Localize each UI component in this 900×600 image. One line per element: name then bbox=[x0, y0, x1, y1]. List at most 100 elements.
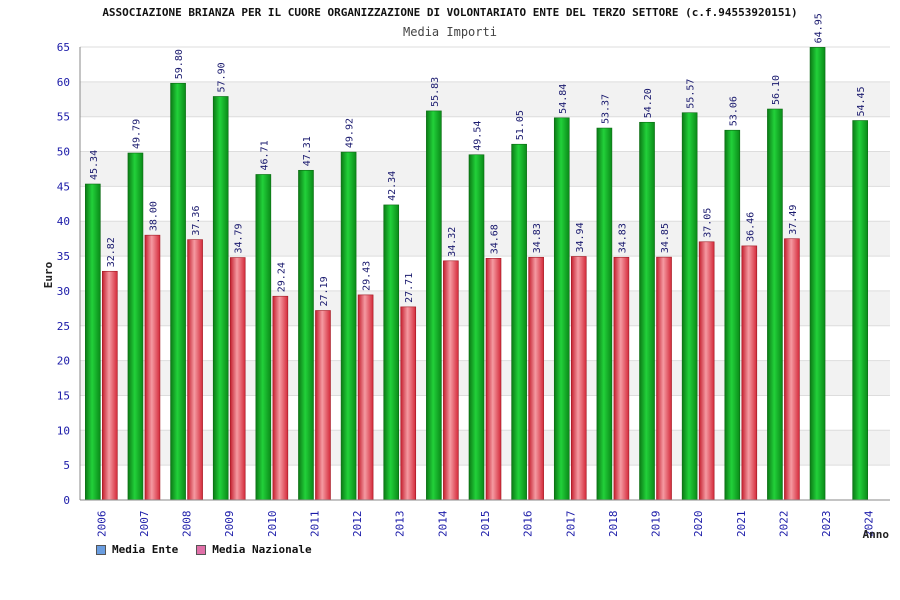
x-tick-label: 2021 bbox=[735, 511, 748, 538]
x-tick-label: 2013 bbox=[394, 511, 407, 538]
data-label: 51.05 bbox=[515, 110, 526, 140]
data-label: 53.06 bbox=[728, 96, 739, 126]
bar-media-nazionale bbox=[272, 295, 289, 501]
x-tick-label: 2022 bbox=[777, 511, 790, 538]
bar-media-ente bbox=[340, 151, 357, 501]
bar-media-nazionale bbox=[102, 270, 118, 501]
bar-media-ente bbox=[298, 169, 314, 501]
y-tick-label: 55 bbox=[57, 111, 70, 124]
data-label: 27.71 bbox=[404, 273, 415, 303]
y-tick-label: 15 bbox=[57, 389, 70, 402]
y-tick-label: 0 bbox=[63, 494, 70, 507]
legend-label-media-ente: Media Ente bbox=[112, 543, 179, 556]
bar-media-ente bbox=[85, 183, 101, 501]
legend-item-media-ente: Media Ente bbox=[96, 543, 178, 556]
chart-title: ASSOCIAZIONE BRIANZA PER IL CUORE ORGANI… bbox=[102, 6, 798, 19]
x-tick-label: 2011 bbox=[308, 511, 321, 538]
data-label: 57.90 bbox=[217, 62, 228, 92]
data-label: 56.10 bbox=[771, 75, 782, 105]
data-label: 54.20 bbox=[643, 88, 654, 118]
data-label: 49.79 bbox=[131, 119, 142, 149]
data-label: 34.85 bbox=[660, 223, 671, 253]
data-label: 38.00 bbox=[148, 201, 159, 231]
data-label: 37.49 bbox=[788, 205, 799, 235]
data-label: 34.79 bbox=[234, 223, 245, 253]
x-tick-label: 2007 bbox=[138, 511, 151, 538]
bar-media-ente bbox=[809, 47, 826, 501]
x-tick-label: 2017 bbox=[564, 511, 577, 538]
data-label: 55.57 bbox=[686, 79, 697, 109]
bar-media-nazionale bbox=[784, 238, 800, 501]
bar-media-nazionale bbox=[570, 256, 587, 501]
bar-media-ente bbox=[212, 96, 229, 501]
data-label: 37.05 bbox=[703, 208, 714, 238]
data-label: 46.71 bbox=[259, 140, 270, 170]
data-label: 49.92 bbox=[345, 118, 356, 148]
data-label: 34.83 bbox=[532, 223, 543, 253]
bar-media-ente bbox=[767, 108, 783, 501]
bar-media-ente bbox=[511, 143, 527, 501]
y-tick-label: 10 bbox=[57, 424, 70, 437]
data-label: 27.19 bbox=[319, 276, 330, 306]
chart-subtitle: Media Importi bbox=[403, 25, 497, 39]
legend-label-media-nazionale: Media Nazionale bbox=[212, 543, 312, 556]
x-tick-label: 2024 bbox=[863, 510, 876, 537]
bar-media-nazionale bbox=[357, 294, 374, 501]
y-tick-label: 35 bbox=[57, 250, 70, 263]
bar-media-nazionale bbox=[443, 260, 459, 501]
bar-media-nazionale bbox=[698, 241, 715, 501]
data-label: 53.37 bbox=[600, 94, 611, 124]
bar-media-nazionale bbox=[315, 310, 331, 501]
bar-media-nazionale bbox=[485, 258, 502, 501]
bar-media-ente bbox=[170, 82, 186, 501]
data-label: 64.95 bbox=[814, 13, 825, 43]
y-tick-label: 25 bbox=[57, 320, 70, 333]
data-label: 59.80 bbox=[174, 49, 185, 79]
x-tick-label: 2010 bbox=[266, 511, 279, 538]
bar-media-nazionale bbox=[741, 245, 758, 501]
data-label: 54.84 bbox=[558, 84, 569, 114]
y-tick-label: 40 bbox=[57, 215, 70, 228]
x-tick-label: 2014 bbox=[436, 510, 449, 537]
legend-swatch-media-nazionale bbox=[196, 544, 207, 555]
data-label: 36.46 bbox=[745, 212, 756, 242]
grid-band bbox=[80, 47, 890, 82]
data-label: 54.45 bbox=[856, 86, 867, 116]
bar-media-ente bbox=[553, 117, 570, 501]
bar-media-ente bbox=[639, 121, 655, 501]
bar-media-nazionale bbox=[656, 256, 672, 501]
x-tick-label: 2023 bbox=[820, 511, 833, 538]
bar-media-ente bbox=[852, 120, 868, 501]
bar-media-ente bbox=[426, 110, 442, 501]
data-label: 32.82 bbox=[106, 237, 117, 267]
legend-item-media-nazionale: Media Nazionale bbox=[196, 543, 312, 556]
x-tick-label: 2012 bbox=[351, 511, 364, 538]
data-label: 34.68 bbox=[490, 224, 501, 254]
y-tick-label: 60 bbox=[57, 76, 70, 89]
x-tick-label: 2019 bbox=[650, 511, 663, 538]
y-tick-label: 5 bbox=[63, 459, 70, 472]
data-label: 55.83 bbox=[430, 77, 441, 107]
bar-media-nazionale bbox=[229, 257, 246, 501]
bar-media-nazionale bbox=[528, 256, 544, 501]
y-tick-label: 30 bbox=[57, 285, 70, 298]
y-tick-label: 45 bbox=[57, 180, 70, 193]
data-label: 29.24 bbox=[276, 262, 287, 292]
x-tick-label: 2018 bbox=[607, 511, 620, 538]
data-label: 34.83 bbox=[617, 223, 628, 253]
bar-media-ente bbox=[468, 154, 485, 501]
data-label: 49.54 bbox=[473, 121, 484, 151]
x-tick-label: 2020 bbox=[692, 511, 705, 538]
data-label: 47.31 bbox=[302, 136, 313, 166]
bar-media-nazionale bbox=[613, 256, 630, 501]
bar-media-ente bbox=[681, 112, 698, 501]
bar-media-ente bbox=[127, 152, 144, 501]
data-label: 34.94 bbox=[575, 222, 586, 252]
x-tick-label: 2009 bbox=[223, 511, 236, 538]
bar-media-ente bbox=[383, 204, 400, 501]
x-tick-label: 2006 bbox=[95, 511, 108, 538]
bar-media-ente bbox=[596, 127, 613, 501]
legend: Media Ente Media Nazionale bbox=[96, 543, 312, 556]
y-axis-label: Euro bbox=[42, 261, 55, 288]
